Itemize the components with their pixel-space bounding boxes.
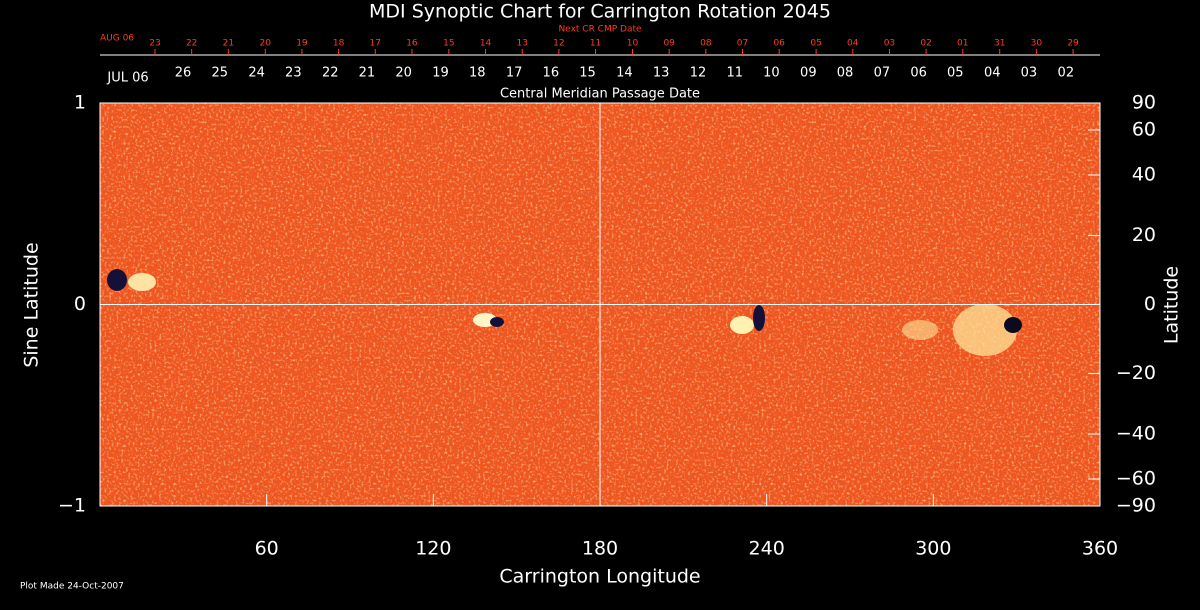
date-label: 18 — [333, 39, 345, 49]
date-label: 02 — [1058, 66, 1075, 81]
date-label: 11 — [726, 66, 743, 81]
date-label: 01 — [957, 39, 968, 49]
y2-tick-label: −60 — [1116, 468, 1156, 490]
y2-tick-label: −90 — [1116, 495, 1156, 517]
date-label: 20 — [395, 66, 412, 81]
y-tick-label: −1 — [58, 495, 86, 517]
date-label: 31 — [994, 39, 1005, 49]
date-label: 07 — [737, 39, 748, 49]
date-label: 09 — [800, 66, 817, 81]
date-label: 20 — [260, 39, 272, 49]
date-label: 12 — [690, 66, 707, 81]
date-label: 02 — [920, 39, 931, 49]
date-label: 10 — [763, 66, 780, 81]
date-label: 06 — [910, 66, 927, 81]
date-axis-label: Next CR CMP Date — [558, 25, 642, 35]
date-label: 03 — [884, 39, 895, 49]
date-label: 25 — [211, 66, 228, 81]
footer: Plot Made 24-Oct-2007 — [20, 582, 124, 592]
y2-tick-label: 60 — [1132, 118, 1156, 140]
date-label: 21 — [359, 66, 376, 81]
date-label: 06 — [773, 39, 785, 49]
date-label: 08 — [837, 66, 854, 81]
date-label: 10 — [627, 39, 639, 49]
date-month: AUG 06 — [100, 34, 134, 44]
date-axis-label: Central Meridian Passage Date — [500, 87, 700, 102]
x-tick-label: 60 — [255, 538, 279, 560]
date-label: 13 — [516, 39, 527, 49]
date-label: 19 — [296, 39, 308, 49]
date-label: 05 — [810, 39, 821, 49]
y2-tick-label: 90 — [1132, 92, 1156, 114]
x-tick-label: 180 — [582, 538, 618, 560]
chart-title: MDI Synoptic Chart for Carrington Rotati… — [369, 1, 831, 23]
date-label: 13 — [653, 66, 670, 81]
date-label: 24 — [248, 66, 265, 81]
x-tick-label: 120 — [415, 538, 451, 560]
date-label: 08 — [700, 39, 712, 49]
date-label: 14 — [616, 66, 633, 81]
date-label: 30 — [1031, 39, 1043, 49]
date-label: 16 — [406, 39, 418, 49]
date-label: 04 — [847, 39, 859, 49]
date-label: 23 — [149, 39, 160, 49]
date-label: 19 — [432, 66, 449, 81]
x-tick-label: 240 — [749, 538, 785, 560]
date-label: 21 — [223, 39, 234, 49]
date-label: 05 — [947, 66, 964, 81]
date-label: 15 — [443, 39, 454, 49]
date-label: 07 — [874, 66, 891, 81]
date-label: 22 — [322, 66, 339, 81]
y2-tick-label: 20 — [1132, 224, 1156, 246]
y2-tick-label: 0 — [1144, 293, 1156, 315]
y-tick-label: 0 — [74, 293, 86, 315]
y2-tick-label: 40 — [1132, 163, 1156, 185]
date-label: 26 — [175, 66, 192, 81]
date-label: 11 — [590, 39, 601, 49]
date-label: 16 — [543, 66, 560, 81]
date-label: 14 — [480, 39, 492, 49]
date-label: 29 — [1067, 39, 1079, 49]
date-label: 12 — [553, 39, 564, 49]
y-tick-label: 1 — [74, 92, 86, 114]
y2-axis-label: Latitude — [1161, 266, 1183, 344]
date-label: 18 — [469, 66, 486, 81]
x-tick-label: 360 — [1082, 538, 1118, 560]
date-label: 15 — [579, 66, 596, 81]
date-month: JUL 06 — [106, 71, 148, 86]
date-label: 22 — [186, 39, 197, 49]
x-tick-label: 300 — [915, 538, 951, 560]
y2-tick-label: −40 — [1116, 423, 1156, 445]
date-label: 17 — [506, 66, 523, 81]
date-label: 04 — [984, 66, 1001, 81]
x-axis-label: Carrington Longitude — [499, 566, 700, 588]
date-label: 09 — [663, 39, 675, 49]
date-label: 17 — [370, 39, 381, 49]
y2-tick-label: −20 — [1116, 362, 1156, 384]
y-axis-label: Sine Latitude — [21, 242, 43, 367]
date-label: 23 — [285, 66, 302, 81]
date-label: 03 — [1021, 66, 1038, 81]
